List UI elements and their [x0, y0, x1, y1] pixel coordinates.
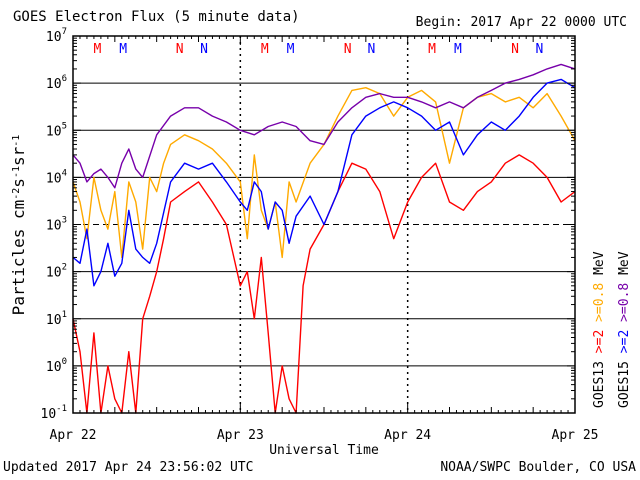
- y-tick-label: 101: [46, 310, 67, 328]
- satellite-marker: N: [176, 42, 184, 57]
- satellite-marker: M: [119, 42, 127, 57]
- satellite-marker: M: [454, 42, 462, 57]
- satellite-marker: N: [344, 42, 352, 57]
- y-tick-label: 100: [46, 357, 67, 375]
- series-line: [72, 78, 576, 287]
- y-tick-label: 105: [46, 121, 67, 139]
- satellite-marker: N: [200, 42, 208, 57]
- updated-timestamp: Updated 2017 Apr 24 23:56:02 UTC: [3, 460, 254, 475]
- legend-goes13: GOES13 >=2 >=0.8 MeV: [592, 251, 607, 408]
- series-line: [72, 63, 576, 189]
- y-tick-label: 106: [46, 74, 67, 92]
- y-tick-label: 102: [46, 263, 67, 281]
- x-tick-label: Apr 24: [384, 428, 431, 443]
- series-line: [72, 86, 576, 259]
- begin-time: Begin: 2017 Apr 22 0000 UTC: [415, 15, 627, 30]
- satellite-marker: M: [428, 42, 436, 57]
- y-tick-label: 104: [46, 168, 67, 186]
- satellite-marker: N: [536, 42, 544, 57]
- y-axis-label: Particles cm-2s-1sr-1: [9, 135, 28, 316]
- satellite-marker: M: [261, 42, 269, 57]
- y-tick-label: 10-1: [41, 404, 68, 422]
- satellite-marker: M: [287, 42, 295, 57]
- noaa-credit: NOAA/SWPC Boulder, CO USA: [440, 460, 636, 475]
- x-tick-label: Apr 25: [552, 428, 599, 443]
- legend-goes15: GOES15 >=2 >=0.8 MeV: [617, 251, 632, 408]
- x-tick-label: Apr 22: [50, 428, 97, 443]
- y-tick-label: 107: [46, 27, 67, 45]
- satellite-marker: M: [93, 42, 101, 57]
- x-axis-label: Universal Time: [269, 443, 379, 458]
- x-tick-label: Apr 23: [217, 428, 264, 443]
- satellite-marker: N: [367, 42, 375, 57]
- chart-title: GOES Electron Flux (5 minute data): [13, 9, 300, 25]
- satellite-marker: N: [511, 42, 519, 57]
- y-tick-label: 103: [46, 216, 67, 234]
